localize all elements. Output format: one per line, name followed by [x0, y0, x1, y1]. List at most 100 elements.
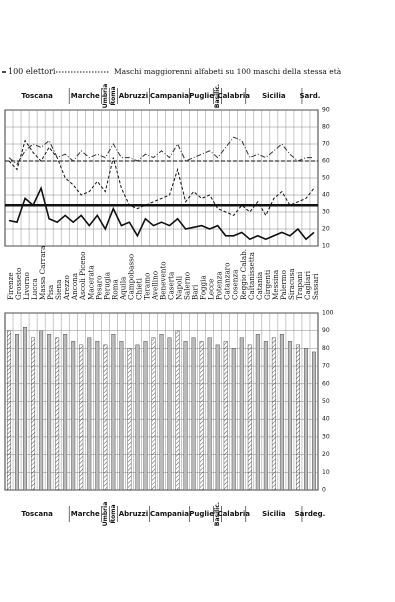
y-tick-label: 10: [322, 243, 330, 250]
y-tick-label: 20: [322, 451, 330, 458]
region-label: Roma: [110, 504, 117, 523]
region-label: Marche: [71, 510, 100, 518]
x-tick-label: Pisa: [46, 284, 55, 300]
region-label: Sicilia: [262, 510, 286, 518]
bar: [231, 348, 236, 491]
y-tick-label: 60: [322, 158, 330, 165]
bar: [199, 341, 204, 491]
legend-dashed-label: Maschi maggiorenni alfabeti su 100 masch…: [114, 67, 342, 76]
region-label: Campania: [150, 510, 189, 518]
x-tick-label: Ancona: [70, 272, 79, 301]
x-tick-label: Messina: [271, 269, 280, 300]
bar: [247, 344, 252, 491]
legend-solid-label: 100 elettori: [8, 67, 56, 76]
bar: [151, 337, 156, 491]
x-tick-label: Potenza: [215, 271, 224, 300]
y-tick-label: 90: [322, 107, 330, 114]
x-tick-label: Lucca: [30, 278, 39, 300]
bar: [303, 348, 308, 491]
region-label: Basilic.: [214, 502, 221, 526]
x-tick-label: Massa Carrara: [38, 245, 47, 300]
bar: [287, 341, 292, 491]
data-line: [8, 136, 314, 166]
x-tick-label: Siracusa: [287, 268, 296, 300]
bar: [183, 341, 188, 491]
x-tick-label: Girgenti: [263, 269, 272, 300]
x-tick-label: Cosenza: [231, 269, 240, 300]
bar: [263, 341, 268, 491]
x-tick-label: Perugia: [102, 271, 111, 300]
region-label: Calabria: [217, 510, 250, 518]
region-label: Basilic.: [214, 84, 221, 108]
bar: [167, 337, 172, 491]
bar: [223, 341, 228, 491]
region-label: Puglie: [189, 510, 214, 518]
x-tick-label: Ascoli Piceno: [78, 252, 87, 301]
x-tick-label: Teramo: [142, 273, 151, 300]
x-tick-label: Macerata: [86, 264, 95, 300]
region-label: Umbria: [102, 84, 109, 108]
x-tick-label: Benevento: [159, 261, 168, 300]
region-label: Abruzzi: [119, 92, 148, 100]
x-tick-label: Sassari: [311, 273, 320, 300]
x-tick-label: Catania: [255, 271, 264, 300]
bar: [239, 337, 244, 491]
bar: [295, 344, 300, 491]
y-tick-label: 40: [322, 192, 330, 199]
bar: [119, 341, 124, 491]
y-tick-label: 100: [322, 310, 334, 317]
y-tick-label: 70: [322, 363, 330, 370]
x-tick-label: Grosseto: [14, 268, 23, 300]
x-tick-label: Aquila: [118, 276, 127, 301]
bar: [87, 337, 92, 491]
x-tick-label: Caltanissetta: [247, 251, 256, 300]
x-tick-label: Arezzo: [62, 275, 71, 301]
y-tick-label: 50: [322, 398, 330, 405]
region-label: Calabria: [217, 92, 250, 100]
y-tick-label: 90: [322, 327, 330, 334]
y-tick-label: 20: [322, 226, 330, 233]
region-label: Umbria: [102, 502, 109, 526]
y-tick-label: 60: [322, 380, 330, 387]
y-tick-label: 0: [322, 487, 326, 494]
bar: [71, 341, 76, 491]
bar: [159, 334, 164, 491]
x-tick-label: Lecce: [207, 279, 216, 300]
region-label: Marche: [71, 92, 100, 100]
bar: [127, 348, 132, 491]
x-tick-label: Cagliari: [303, 270, 312, 300]
region-label: Sard.: [300, 92, 321, 100]
x-tick-label: Salerno: [183, 272, 192, 300]
x-tick-label: Siena: [54, 279, 63, 300]
bar: [55, 337, 60, 491]
region-label: Toscana: [21, 510, 53, 518]
region-label: Abruzzi: [119, 510, 148, 518]
x-tick-label: Trapani: [295, 271, 304, 300]
bar: [191, 337, 196, 491]
x-tick-label: Livorno: [22, 272, 31, 300]
bar: [215, 344, 220, 491]
bar: [143, 341, 148, 491]
x-tick-label: Palermo: [279, 270, 288, 300]
bar: [15, 334, 20, 491]
bar: [103, 344, 108, 491]
x-tick-label: Caserta: [167, 271, 176, 300]
x-tick-label: Reggio Calab.: [239, 249, 248, 300]
bar: [207, 337, 212, 491]
bar: [7, 330, 11, 491]
bar: [255, 334, 260, 491]
x-tick-label: Avellino: [150, 271, 159, 301]
data-line: [8, 139, 315, 217]
bar: [271, 337, 276, 491]
data-line: [8, 185, 315, 241]
bar: [39, 330, 44, 491]
x-tick-label: Foggia: [199, 275, 208, 300]
bar: [47, 334, 52, 491]
region-label: Sardeg.: [295, 510, 326, 518]
y-tick-label: 80: [322, 345, 330, 352]
x-tick-label: Firenze: [6, 272, 15, 300]
bar: [175, 330, 180, 491]
bar: [312, 351, 316, 491]
